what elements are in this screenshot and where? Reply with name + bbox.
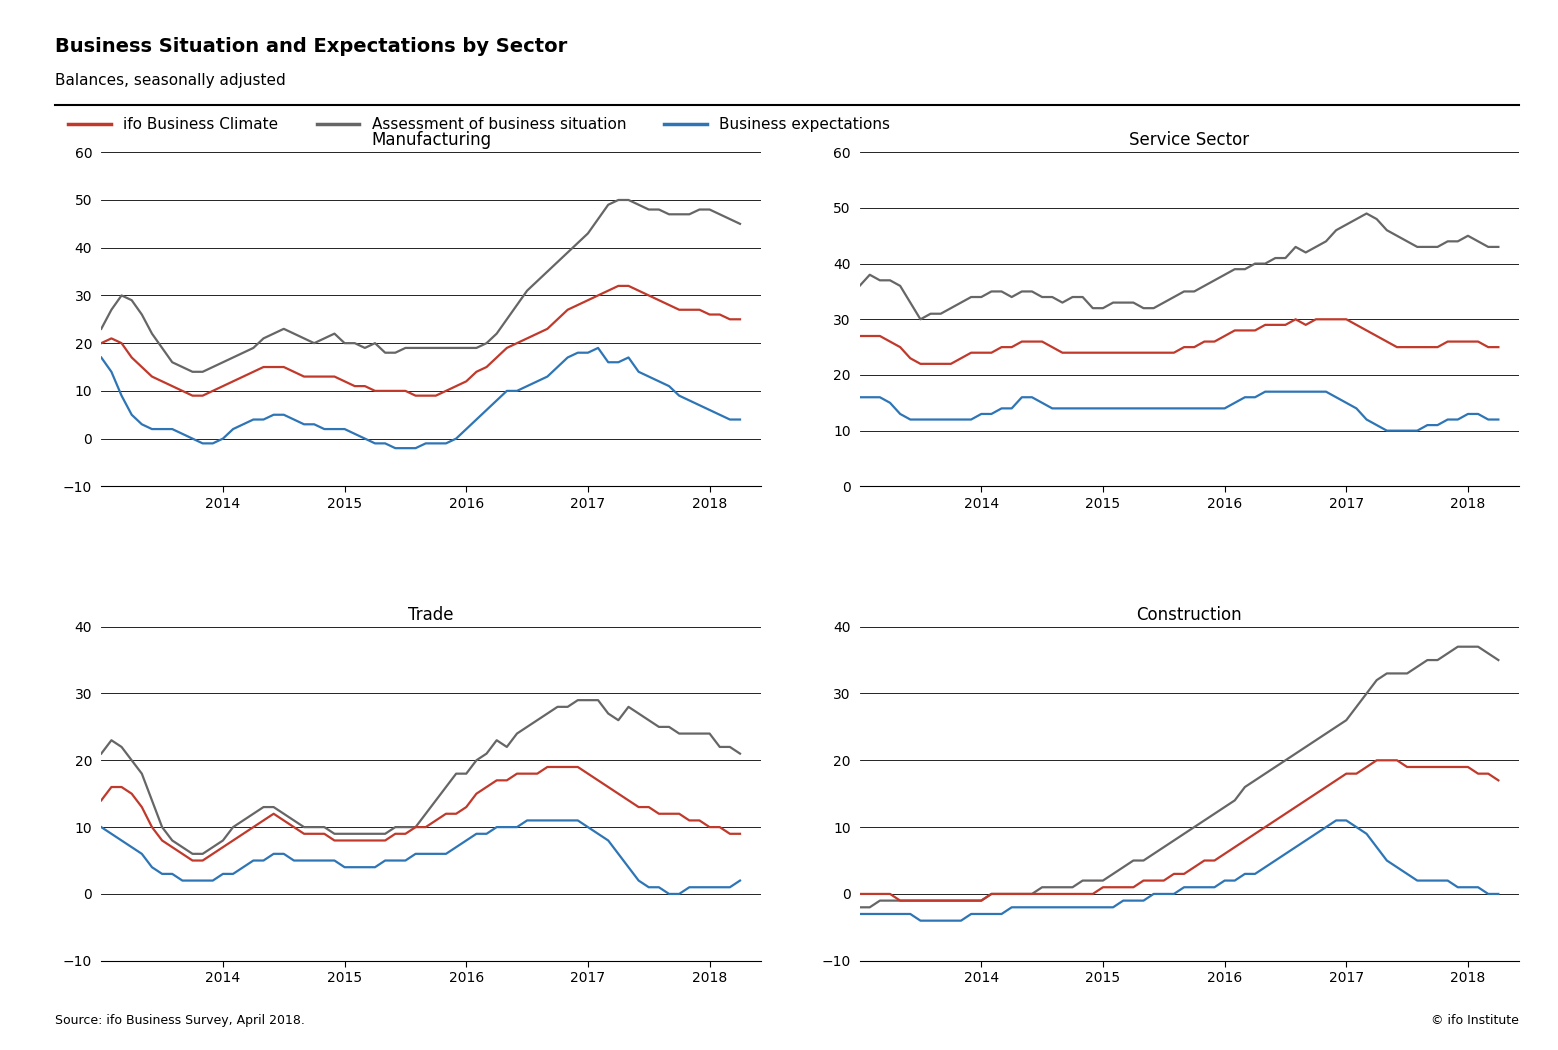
Title: Construction: Construction — [1136, 606, 1242, 624]
Title: Service Sector: Service Sector — [1130, 131, 1250, 149]
Text: Balances, seasonally adjusted: Balances, seasonally adjusted — [55, 74, 285, 88]
Legend: ifo Business Climate, Assessment of business situation, Business expectations: ifo Business Climate, Assessment of busi… — [62, 111, 896, 139]
Title: Manufacturing: Manufacturing — [371, 131, 491, 149]
Title: Trade: Trade — [408, 606, 453, 624]
Text: © ifo Institute: © ifo Institute — [1432, 1014, 1519, 1027]
Text: Business Situation and Expectations by Sector: Business Situation and Expectations by S… — [55, 37, 567, 56]
Text: Source: ifo Business Survey, April 2018.: Source: ifo Business Survey, April 2018. — [55, 1014, 304, 1027]
